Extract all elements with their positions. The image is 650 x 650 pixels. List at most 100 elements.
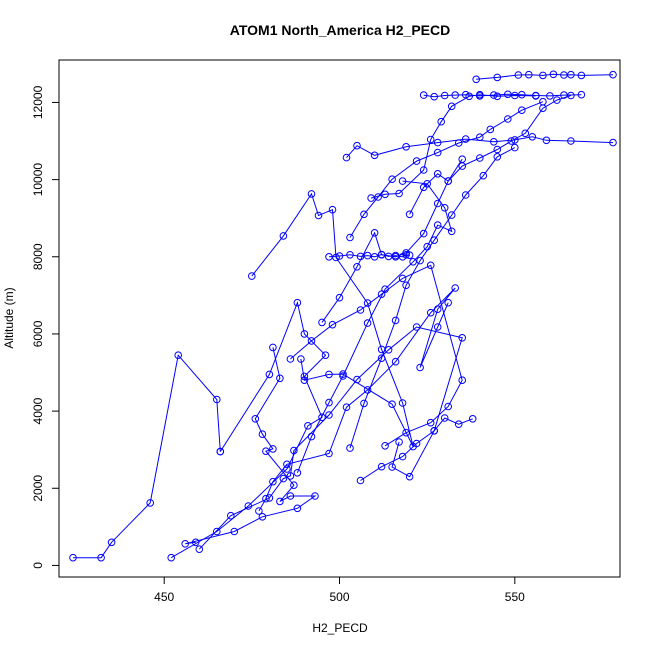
data-point bbox=[567, 137, 575, 145]
series-line-4 bbox=[198, 326, 463, 550]
data-point bbox=[542, 136, 551, 145]
series-line-6 bbox=[296, 180, 453, 473]
data-point bbox=[325, 370, 333, 379]
data-point bbox=[458, 162, 467, 170]
data-point bbox=[458, 376, 467, 385]
data-point bbox=[283, 465, 291, 473]
y-tick-label: 10000 bbox=[31, 163, 45, 197]
data-point bbox=[567, 91, 575, 100]
data-point bbox=[146, 499, 154, 507]
data-point bbox=[370, 229, 379, 237]
data-point bbox=[377, 250, 386, 259]
data-point bbox=[433, 199, 442, 208]
data-point bbox=[577, 90, 586, 99]
data-point bbox=[269, 477, 277, 486]
data-point bbox=[69, 553, 77, 562]
data-point bbox=[346, 444, 354, 452]
data-point bbox=[353, 263, 361, 271]
data-point bbox=[430, 92, 439, 101]
data-point bbox=[381, 190, 389, 199]
data-point bbox=[433, 323, 442, 331]
data-point bbox=[395, 438, 403, 446]
series-line-16 bbox=[360, 417, 473, 481]
data-point bbox=[402, 428, 410, 437]
data-point bbox=[213, 395, 221, 404]
data-point bbox=[461, 135, 470, 143]
data-point bbox=[107, 538, 116, 547]
data-point bbox=[346, 251, 354, 259]
data-point bbox=[395, 189, 403, 198]
series-line-15 bbox=[290, 264, 463, 447]
data-point bbox=[511, 136, 519, 144]
data-point bbox=[293, 469, 302, 477]
data-point bbox=[276, 374, 284, 383]
data-point bbox=[325, 411, 333, 419]
data-point bbox=[426, 135, 435, 144]
data-point bbox=[311, 492, 319, 500]
data-point bbox=[461, 90, 470, 99]
data-point bbox=[402, 251, 410, 259]
data-point bbox=[251, 415, 260, 423]
data-point bbox=[444, 402, 453, 411]
data-point bbox=[370, 151, 379, 160]
data-point bbox=[567, 70, 575, 79]
data-point bbox=[609, 70, 617, 79]
data-point bbox=[416, 256, 424, 265]
data-point bbox=[356, 252, 365, 261]
data-point bbox=[430, 236, 439, 244]
data-point bbox=[476, 154, 484, 162]
data-point bbox=[377, 462, 386, 471]
data-point bbox=[367, 194, 375, 202]
data-points bbox=[69, 70, 617, 562]
data-point bbox=[518, 106, 526, 114]
data-point bbox=[325, 252, 333, 261]
data-point bbox=[398, 177, 407, 185]
data-point bbox=[490, 91, 498, 99]
data-point bbox=[454, 139, 463, 147]
data-point bbox=[307, 432, 316, 441]
data-point bbox=[493, 73, 502, 82]
data-point bbox=[440, 91, 449, 100]
data-point bbox=[325, 449, 333, 458]
data-point bbox=[419, 183, 428, 192]
data-point bbox=[472, 75, 481, 84]
x-tick-label: 450 bbox=[154, 590, 174, 604]
data-point bbox=[433, 170, 442, 178]
y-axis: 0 2000 4000 6000 8000 10000 12000 bbox=[31, 85, 60, 569]
data-point bbox=[447, 227, 456, 236]
data-point bbox=[430, 427, 439, 435]
series-line-7 bbox=[321, 158, 463, 323]
data-point bbox=[300, 376, 309, 385]
data-point bbox=[363, 386, 372, 394]
data-point bbox=[356, 306, 365, 314]
data-point bbox=[286, 472, 295, 480]
data-point bbox=[248, 272, 256, 280]
data-point bbox=[433, 305, 442, 314]
series-line-13 bbox=[476, 73, 614, 80]
data-point bbox=[486, 125, 495, 134]
data-point bbox=[381, 442, 389, 450]
data-point bbox=[384, 346, 393, 354]
data-point bbox=[353, 375, 361, 384]
data-point bbox=[419, 229, 428, 238]
data-point bbox=[518, 90, 526, 99]
x-axis: 450 500 550 bbox=[154, 576, 525, 604]
data-point bbox=[181, 540, 189, 548]
series-line-2 bbox=[185, 347, 317, 545]
data-point bbox=[265, 494, 274, 502]
data-point bbox=[493, 92, 502, 101]
data-point bbox=[360, 210, 368, 219]
data-point bbox=[490, 138, 498, 146]
data-point bbox=[258, 430, 267, 439]
y-tick-label: 12000 bbox=[31, 85, 45, 119]
y-tick-label: 4000 bbox=[31, 397, 45, 424]
data-point bbox=[255, 507, 263, 515]
data-point bbox=[451, 284, 460, 292]
data-point bbox=[195, 545, 204, 554]
data-point bbox=[444, 177, 453, 185]
data-point bbox=[174, 351, 182, 360]
data-point bbox=[391, 251, 400, 260]
data-point bbox=[279, 474, 288, 483]
